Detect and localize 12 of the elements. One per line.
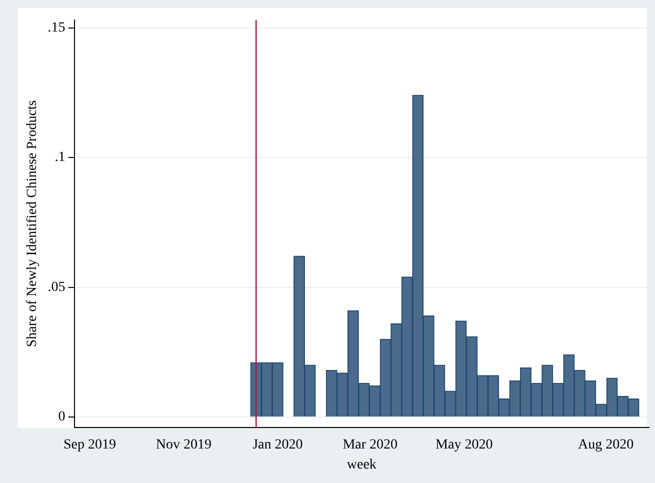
x-tick-label: Nov 2019	[156, 437, 212, 452]
y-tick-label: .1	[54, 150, 66, 166]
y-tick-label: 0	[58, 410, 66, 425]
x-tick-label: Sep 2019	[63, 437, 116, 452]
x-tick-label: Mar 2020	[342, 437, 398, 452]
x-tick-label: May 2020	[436, 437, 493, 452]
y-tick-label: .15	[48, 20, 66, 36]
x-axis-title: week	[346, 457, 376, 472]
y-axis-title: Share of Newly Identified Chinese Products	[25, 100, 40, 348]
y-tick-label: .05	[48, 280, 66, 295]
x-tick-label: Aug 2020	[578, 437, 634, 452]
x-tick-label: Jan 2020	[252, 437, 303, 452]
